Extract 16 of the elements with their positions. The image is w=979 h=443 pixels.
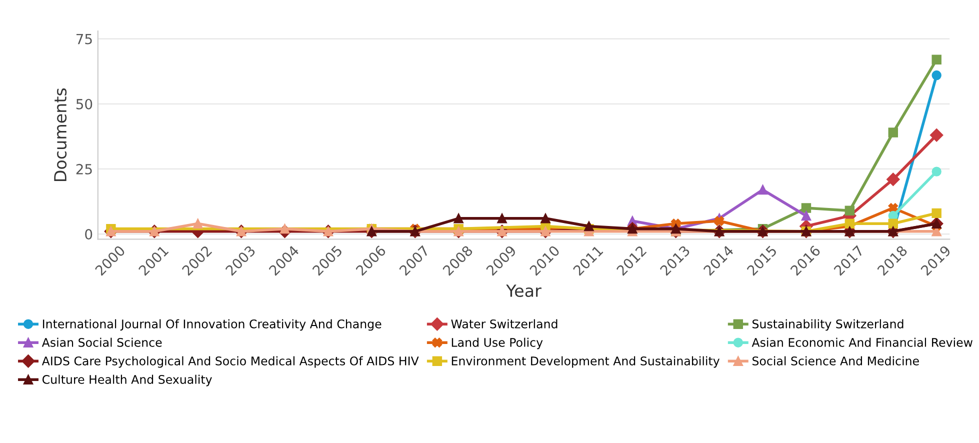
y-tick-label: 50 bbox=[76, 98, 92, 110]
legend-label: Culture Health And Sexuality bbox=[42, 374, 212, 386]
x-axis-title: Year bbox=[506, 284, 542, 298]
legend-label: Social Science And Medicine bbox=[752, 356, 919, 366]
legend-label: Sustainability Switzerland bbox=[752, 319, 904, 331]
legend-label: Water Switzerland bbox=[451, 319, 558, 328]
y-tick-label: 75 bbox=[76, 34, 92, 44]
legend-label: Land Use Policy bbox=[452, 338, 543, 350]
legend-label: Asian Social Science bbox=[42, 338, 162, 347]
y-tick-label: 0 bbox=[85, 228, 92, 240]
legend-label: Environment Development And Sustainability bbox=[452, 356, 720, 368]
legend-label: International Journal Of Innovation Creativity And Change bbox=[42, 319, 382, 331]
y-axis-title: Documents bbox=[54, 88, 67, 181]
legend-label: AIDS Care Psychological And Socio Medical Aspects Of AIDS HIV bbox=[42, 356, 419, 368]
legend-label: Asian Economic And Financial Review bbox=[752, 338, 972, 347]
y-tick-label: 25 bbox=[76, 164, 92, 174]
